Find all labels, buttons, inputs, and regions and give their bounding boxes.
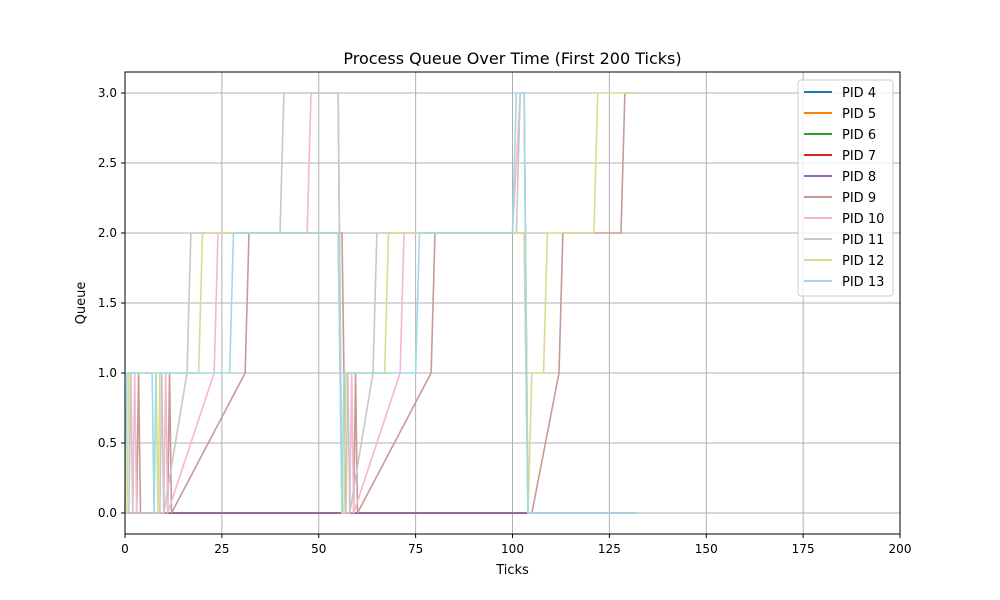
- legend-label: PID 12: [842, 254, 884, 269]
- series-line-pid-11: [125, 92, 637, 514]
- x-tick-label: 50: [311, 542, 326, 556]
- y-tick-label: 1.5: [98, 296, 117, 310]
- y-tick-label: 2.5: [98, 156, 117, 170]
- legend-label: PID 8: [842, 170, 876, 185]
- legend-label: PID 4: [842, 86, 876, 101]
- legend-label: PID 10: [842, 212, 884, 227]
- series-line-pid-13: [124, 92, 637, 514]
- x-tick-label: 0: [121, 542, 129, 556]
- x-tick-label: 150: [695, 542, 718, 556]
- y-tick-label: 0.0: [98, 506, 117, 520]
- series-lines: [124, 92, 637, 514]
- x-tick-label: 25: [214, 542, 229, 556]
- legend: PID 4 PID 5 PID 6 PID 7 PID 8 PID 9 PID 10 PID …: [797, 79, 894, 297]
- legend-label: PID 13: [842, 275, 884, 290]
- legend-label: PID 9: [842, 191, 876, 206]
- x-tick-label: 125: [598, 542, 621, 556]
- y-tick-label: 1.0: [98, 366, 117, 380]
- legend-label: PID 6: [842, 128, 876, 143]
- x-tick-label: 175: [792, 542, 815, 556]
- legend-label: PID 7: [842, 149, 876, 164]
- chart-title: Process Queue Over Time (First 200 Ticks…: [343, 49, 681, 68]
- legend-label: PID 5: [842, 107, 876, 122]
- x-axis-ticks: 0 25 50 75 100 125 150 175 200: [121, 534, 911, 556]
- x-tick-label: 200: [889, 542, 912, 556]
- y-axis-ticks: 0.0 0.5 1.0 1.5 2.0 2.5 3.0: [98, 86, 125, 520]
- y-tick-label: 0.5: [98, 436, 117, 450]
- legend-label: PID 11: [842, 233, 884, 248]
- y-tick-label: 3.0: [98, 86, 117, 100]
- y-tick-label: 2.0: [98, 226, 117, 240]
- x-axis-label: Ticks: [495, 563, 529, 578]
- y-axis-label: Queue: [74, 282, 89, 325]
- x-tick-label: 100: [501, 542, 524, 556]
- series-line-pid-12: [125, 92, 637, 514]
- x-tick-label: 75: [408, 542, 423, 556]
